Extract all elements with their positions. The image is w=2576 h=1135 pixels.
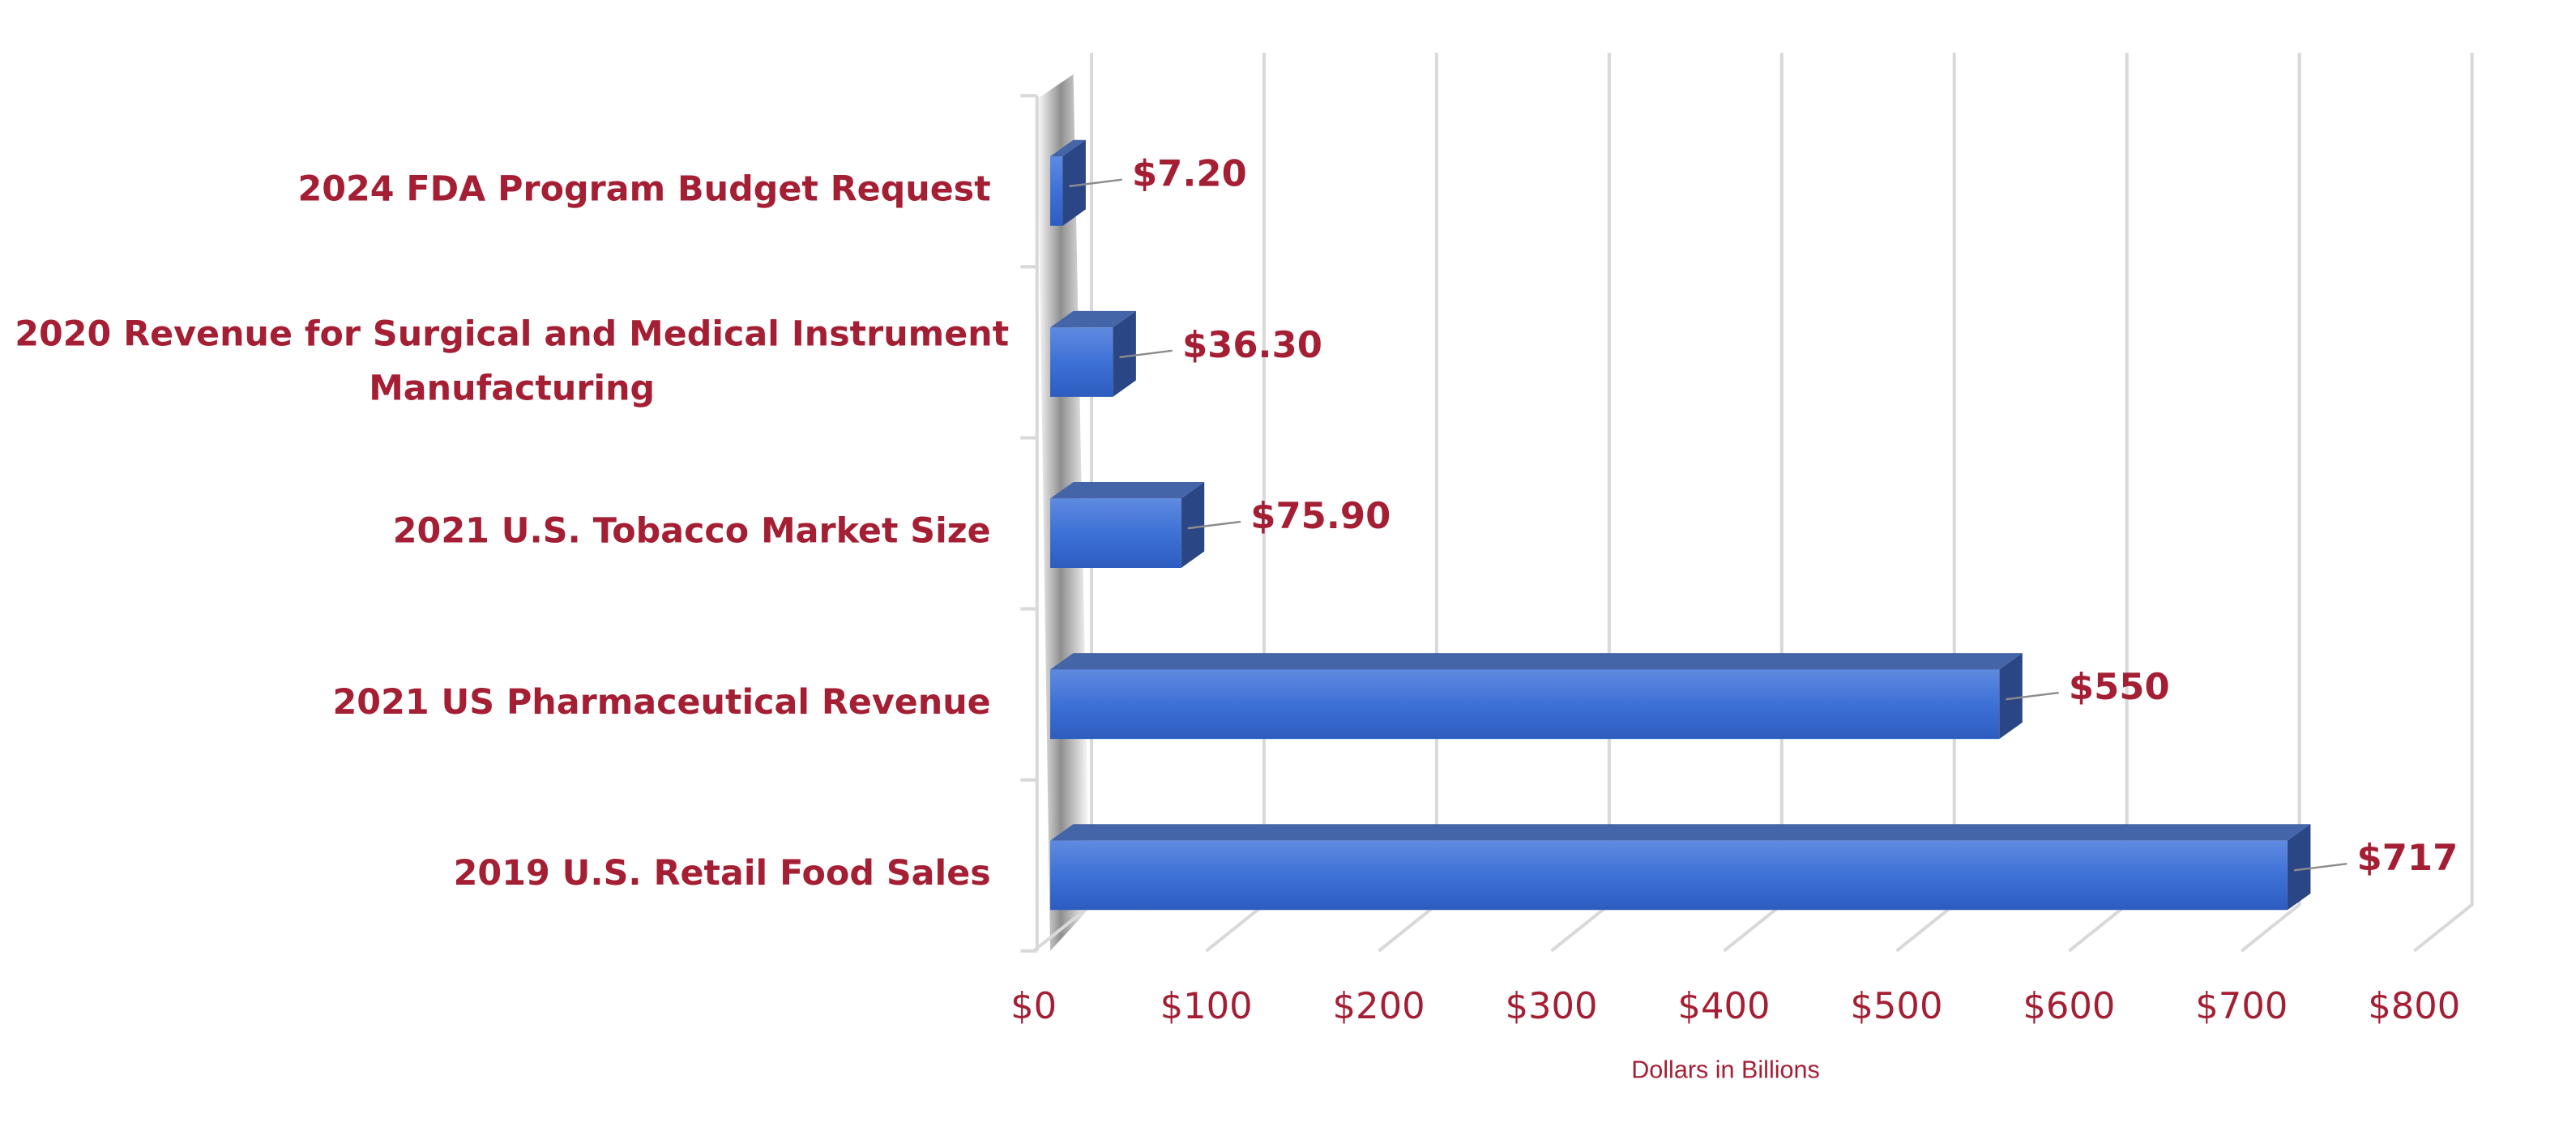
x-tick-label: $600 bbox=[2023, 984, 2115, 1027]
bars: $7.20 2024 FDA Program Budget Request $36.… bbox=[15, 139, 2459, 911]
y-tick-label: 2021 U.S. Tobacco Market Size bbox=[393, 511, 991, 552]
bar-side bbox=[1113, 310, 1136, 397]
bar-top bbox=[1050, 139, 1086, 157]
value-label: $36.30 bbox=[1182, 323, 1322, 366]
bar-top bbox=[1050, 482, 1205, 499]
bar bbox=[1050, 310, 1136, 397]
bar bbox=[1050, 653, 2023, 740]
x-tick-label: $200 bbox=[1333, 984, 1425, 1027]
value-label: $550 bbox=[2069, 665, 2170, 708]
x-tick-label: $400 bbox=[1677, 984, 1770, 1027]
bar-front bbox=[1050, 498, 1181, 569]
bar bbox=[1050, 139, 1086, 226]
value-label: $717 bbox=[2357, 836, 2459, 879]
x-tick-label: $300 bbox=[1505, 984, 1597, 1027]
bar-front bbox=[1050, 156, 1063, 226]
x-tick-label: $700 bbox=[2195, 984, 2288, 1027]
grid-line bbox=[1723, 53, 1784, 953]
y-tick-label: 2020 Revenue for Surgical and Medical In… bbox=[15, 314, 1009, 408]
value-label: $7.20 bbox=[1132, 152, 1247, 195]
bar bbox=[1050, 824, 2311, 911]
value-label: $75.90 bbox=[1250, 494, 1391, 537]
bar-side bbox=[1181, 482, 1205, 569]
bar-side bbox=[2287, 824, 2311, 911]
grid-line bbox=[2241, 53, 2301, 953]
grid-line bbox=[2068, 53, 2129, 953]
bar bbox=[1050, 482, 1205, 569]
y-tick-label: 2024 FDA Program Budget Request bbox=[297, 169, 990, 209]
leader-line bbox=[1069, 178, 1122, 188]
x-tick-label: $500 bbox=[1850, 984, 1942, 1027]
y-tick-label: 2021 US Pharmaceutical Revenue bbox=[333, 682, 991, 723]
leader-line bbox=[1119, 349, 1173, 359]
x-tick-label: $100 bbox=[1160, 984, 1253, 1027]
grid-line bbox=[1895, 53, 1956, 953]
bar-side bbox=[1062, 139, 1086, 226]
bar-front bbox=[1050, 669, 2000, 740]
y-tick-label: 2019 U.S. Retail Food Sales bbox=[454, 853, 991, 894]
grid-line bbox=[1550, 53, 1611, 953]
x-tick-label: $800 bbox=[2368, 984, 2460, 1027]
leader-line bbox=[2006, 691, 2059, 701]
grid-line bbox=[2413, 53, 2474, 953]
bar-top bbox=[1050, 653, 2023, 670]
bar-top bbox=[1050, 824, 2311, 841]
bar-top bbox=[1050, 310, 1136, 328]
bar-side bbox=[1999, 653, 2023, 740]
leader-line bbox=[1187, 520, 1241, 530]
bar-front bbox=[1050, 840, 2288, 911]
leader-line bbox=[2293, 862, 2347, 872]
x-tick-label: $0 bbox=[1010, 984, 1057, 1027]
bar-front bbox=[1050, 327, 1113, 397]
x-axis-label: Dollars in Billions bbox=[1631, 1056, 1820, 1084]
